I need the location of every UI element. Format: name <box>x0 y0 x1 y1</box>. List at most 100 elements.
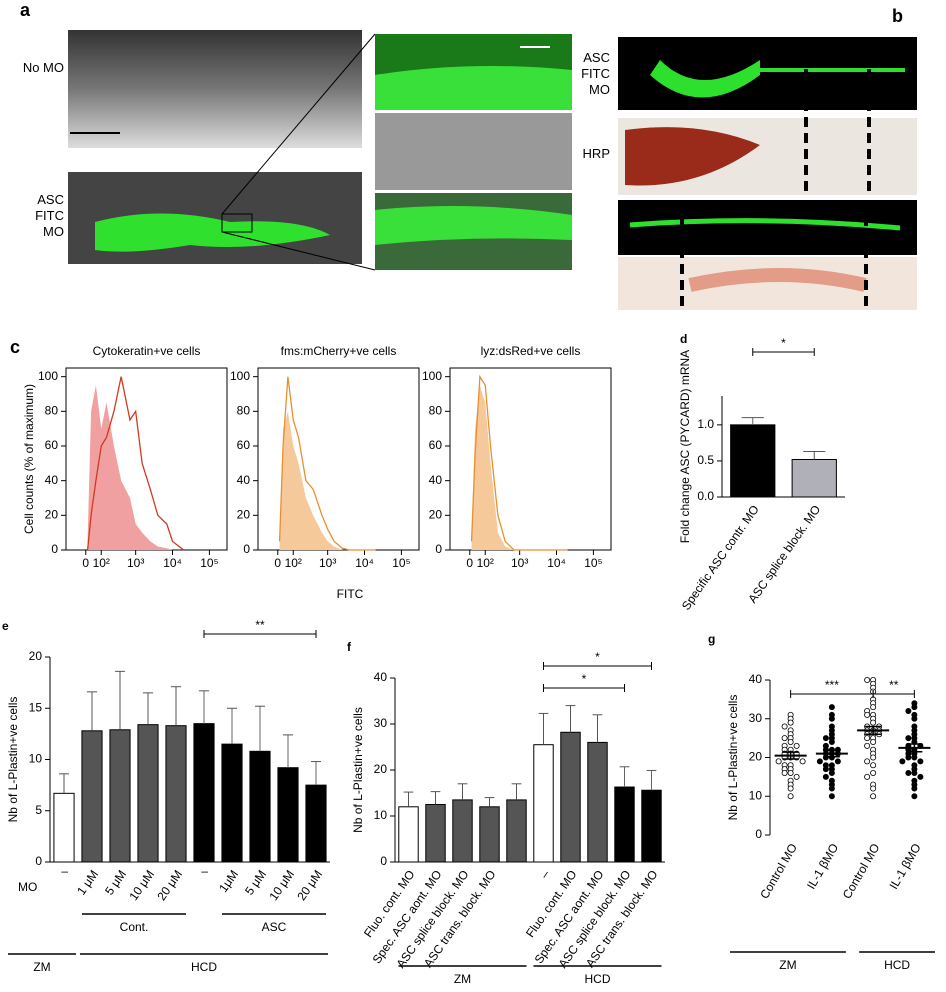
y-tick-label: 0 <box>435 542 442 556</box>
panel-letter: g <box>708 632 715 646</box>
y-tick-label: 100 <box>422 369 442 383</box>
x-tick-label: 5 μM <box>102 868 129 898</box>
significance: *** <box>825 678 839 692</box>
significance: ** <box>889 678 899 692</box>
data-point <box>917 773 924 780</box>
group-label: ZM <box>33 960 50 974</box>
stain <box>625 127 760 186</box>
group-label: ASC <box>262 920 287 934</box>
data-point <box>911 754 918 761</box>
image-hrp-zoom <box>618 257 917 310</box>
panel-letter: d <box>680 332 687 346</box>
x-tick-label: 10⁴ <box>355 556 374 570</box>
bar <box>425 804 446 863</box>
significance: * <box>595 650 600 664</box>
x-tick-label: 10³ <box>319 556 336 570</box>
data-point <box>911 704 918 711</box>
data-point <box>905 770 912 777</box>
panel-letter: b <box>892 6 903 26</box>
data-point <box>870 739 877 746</box>
y-tick-label: 60 <box>45 438 59 452</box>
dash-lines <box>680 37 871 310</box>
data-point <box>793 742 800 749</box>
data-point <box>787 719 794 726</box>
fluorescence <box>375 66 572 110</box>
y-tick-label: 15 <box>29 700 43 714</box>
x-tick-label: 20 μM <box>154 868 185 904</box>
data-point <box>828 715 835 722</box>
data-point <box>911 793 918 800</box>
bar <box>221 743 243 863</box>
data-point <box>911 715 918 722</box>
x-tick-label: – <box>201 864 208 878</box>
bar <box>479 806 500 863</box>
significance: ** <box>255 618 265 632</box>
bar <box>587 741 608 863</box>
x-tick-label: 10⁵ <box>392 556 410 570</box>
group-label: HCD <box>191 960 217 974</box>
x-tick-label: Control MO <box>757 841 800 901</box>
data-point <box>870 754 877 761</box>
x-tick-label: 10³ <box>127 556 144 570</box>
y-tick-label: 0.5 <box>697 453 714 467</box>
bar <box>506 799 527 863</box>
y-tick-label: 0 <box>35 854 42 868</box>
data-point <box>899 758 906 765</box>
bar <box>305 784 327 863</box>
significance: * <box>781 336 786 350</box>
row-label: ASC FITC MO <box>35 192 64 239</box>
group-label: HCD <box>884 958 910 972</box>
data-point <box>775 758 782 765</box>
panel-letter: f <box>347 640 352 654</box>
y-tick-label: 0 <box>51 542 58 556</box>
y-tick-label: 40 <box>374 670 388 684</box>
x-tick-label: 1μM <box>216 868 241 895</box>
group-label: Cont. <box>120 920 149 934</box>
x-tick-label: 10² <box>285 556 302 570</box>
data-point <box>799 758 806 765</box>
x-tick-label: 10² <box>477 556 494 570</box>
x-tick-label: 10² <box>93 556 110 570</box>
data-point <box>828 785 835 792</box>
histogram-area <box>87 385 184 550</box>
x-tick-label: 0 <box>274 556 281 570</box>
zoom-line <box>221 231 376 271</box>
data-point <box>864 677 871 684</box>
y-tick-label: 5 <box>35 803 42 817</box>
axis-caption: MO <box>18 880 37 894</box>
bar <box>165 725 187 863</box>
y-axis-label: Nb of L-Plastin+ve cells <box>351 707 365 833</box>
bar <box>193 723 215 863</box>
data-point <box>917 758 924 765</box>
histogram-line <box>86 376 185 551</box>
x-tick-label: 10 μM <box>126 868 157 904</box>
y-tick-label: 20 <box>749 750 763 764</box>
data-point <box>822 735 829 742</box>
group-label: HCD <box>585 972 611 986</box>
data-point <box>864 711 871 718</box>
group-label: ZM <box>779 958 796 972</box>
data-point <box>834 758 841 765</box>
row-label: No MO <box>22 60 64 75</box>
y-axis-label: Fold change ASC (PYCARD) mRNA <box>678 350 692 543</box>
x-tick-label: 10⁴ <box>547 556 566 570</box>
data-point <box>911 770 918 777</box>
bar <box>81 730 103 863</box>
y-tick-label: 40 <box>237 473 251 487</box>
bar <box>398 806 419 863</box>
x-axis-label: FITC <box>337 587 364 601</box>
y-tick-label: 60 <box>429 438 443 452</box>
histogram-line <box>278 376 376 551</box>
group-label: ZM <box>454 972 471 986</box>
data-point <box>864 742 871 749</box>
data-point <box>793 773 800 780</box>
y-tick-label: 20 <box>29 649 43 663</box>
data-point <box>787 793 794 800</box>
stain <box>688 268 867 292</box>
x-tick-label: – <box>537 867 552 881</box>
data-point <box>864 773 871 780</box>
data-point <box>787 770 794 777</box>
y-tick-label: 30 <box>374 716 388 730</box>
